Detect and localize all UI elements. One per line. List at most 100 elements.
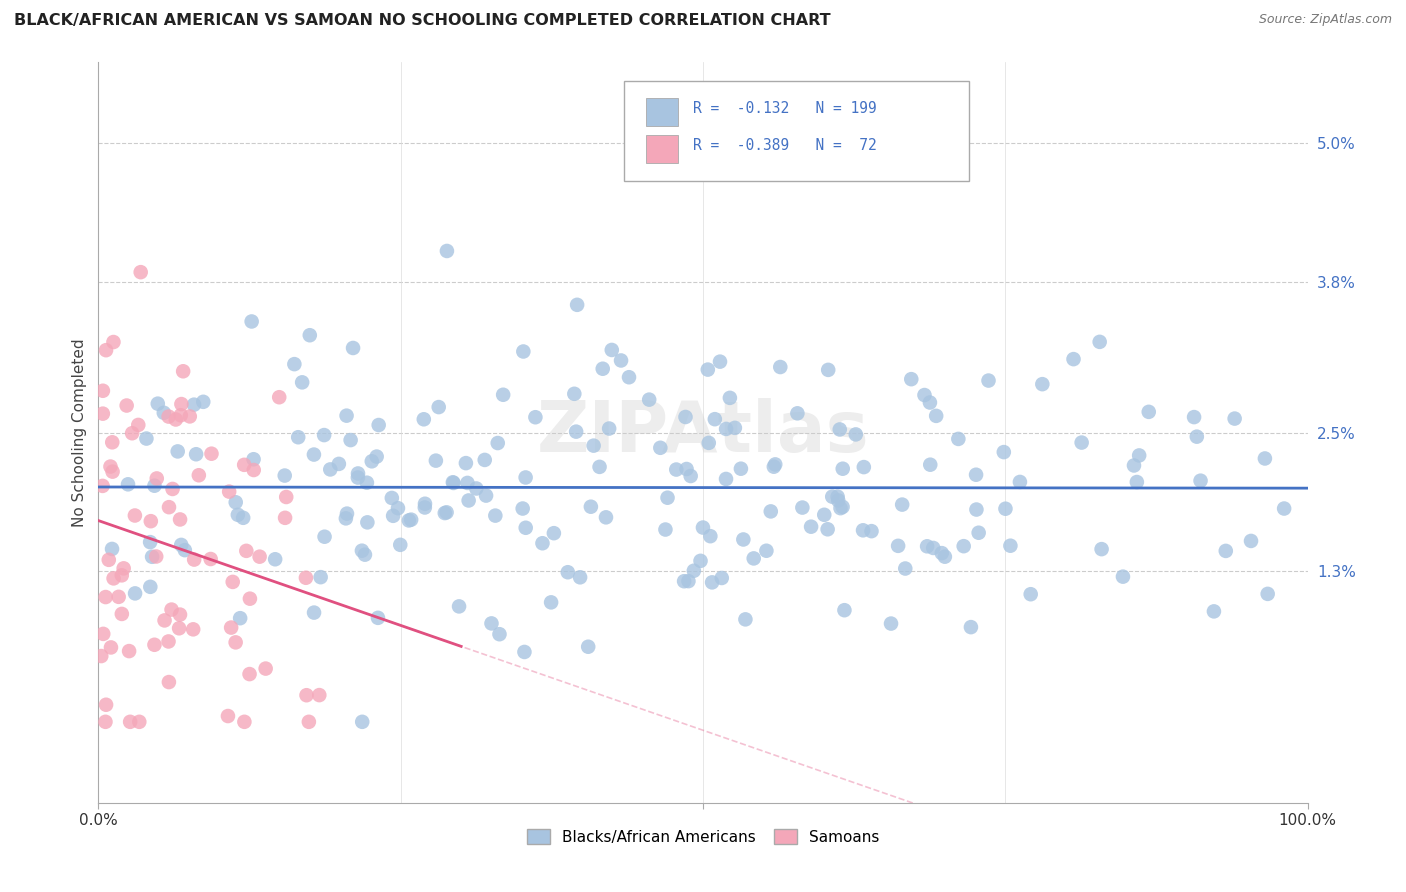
Point (120, 714, 142, 729)
Point (592, 361, 614, 376)
Point (1240, 533, 1263, 548)
Point (107, 590, 129, 604)
Point (413, 500, 436, 515)
Point (117, 477, 139, 491)
Point (242, 452, 264, 467)
Point (94, 698, 117, 712)
Point (143, 479, 166, 493)
Point (153, 614, 176, 628)
Point (588, 459, 610, 474)
Point (515, 521, 537, 535)
Point (488, 627, 510, 641)
Point (347, 470, 370, 484)
Point (169, 512, 191, 526)
Point (217, 709, 239, 723)
Point (239, 591, 262, 606)
Point (100, 640, 122, 655)
Point (918, 395, 941, 409)
Point (160, 602, 183, 616)
Point (948, 432, 970, 446)
Point (763, 458, 786, 472)
Point (336, 507, 359, 521)
Point (831, 500, 853, 514)
Point (700, 575, 723, 590)
Point (100, 459, 122, 474)
Point (441, 475, 464, 490)
Point (360, 454, 382, 468)
Point (759, 504, 782, 518)
Point (960, 620, 983, 634)
Point (891, 498, 914, 512)
Point (830, 501, 852, 516)
Point (222, 574, 245, 589)
Point (1257, 587, 1279, 601)
Point (730, 461, 752, 475)
Point (101, 465, 124, 479)
Point (347, 467, 370, 481)
Point (314, 530, 336, 544)
Point (657, 491, 679, 505)
Point (153, 406, 176, 420)
Text: R =  -0.389   N =  72: R = -0.389 N = 72 (693, 138, 876, 153)
Point (298, 328, 321, 343)
Point (91, 627, 114, 641)
Point (665, 462, 688, 476)
Point (366, 450, 388, 464)
Point (139, 580, 162, 594)
Point (356, 516, 378, 530)
Point (309, 570, 332, 584)
Point (465, 482, 488, 496)
Point (786, 406, 808, 420)
Point (710, 571, 733, 585)
Point (852, 524, 875, 538)
Point (94, 590, 117, 604)
Point (755, 543, 778, 558)
Point (492, 388, 515, 402)
Point (481, 616, 503, 631)
FancyBboxPatch shape (647, 135, 678, 163)
Point (101, 541, 124, 556)
Point (157, 634, 180, 648)
Point (931, 546, 953, 560)
FancyBboxPatch shape (624, 81, 969, 181)
Point (339, 433, 361, 447)
Point (1272, 501, 1295, 516)
Point (993, 445, 1015, 459)
Point (145, 471, 167, 485)
Point (792, 500, 814, 515)
Point (97, 553, 120, 567)
Point (922, 541, 945, 555)
Point (447, 599, 470, 614)
Point (412, 412, 434, 426)
Point (714, 472, 737, 486)
Point (524, 410, 547, 425)
Point (274, 468, 297, 483)
Point (264, 552, 287, 566)
Point (454, 456, 477, 470)
Point (103, 334, 125, 349)
Point (1215, 544, 1237, 558)
Point (512, 501, 534, 516)
Point (225, 495, 247, 509)
Point (127, 417, 149, 432)
Point (817, 522, 839, 536)
Point (831, 461, 853, 475)
Point (145, 549, 167, 564)
Point (474, 453, 496, 467)
Point (399, 513, 422, 527)
Point (269, 390, 291, 404)
Point (1202, 604, 1225, 618)
Point (129, 265, 152, 279)
Point (183, 552, 205, 566)
Point (576, 640, 599, 654)
Point (600, 343, 623, 357)
Point (714, 422, 737, 436)
Point (965, 502, 987, 516)
Text: R =  -0.132   N = 199: R = -0.132 N = 199 (693, 101, 876, 116)
Point (689, 554, 711, 568)
Point (219, 621, 242, 635)
Y-axis label: No Schooling Completed: No Schooling Completed (72, 338, 87, 527)
Point (367, 611, 389, 625)
Point (387, 501, 409, 516)
Point (295, 571, 318, 585)
